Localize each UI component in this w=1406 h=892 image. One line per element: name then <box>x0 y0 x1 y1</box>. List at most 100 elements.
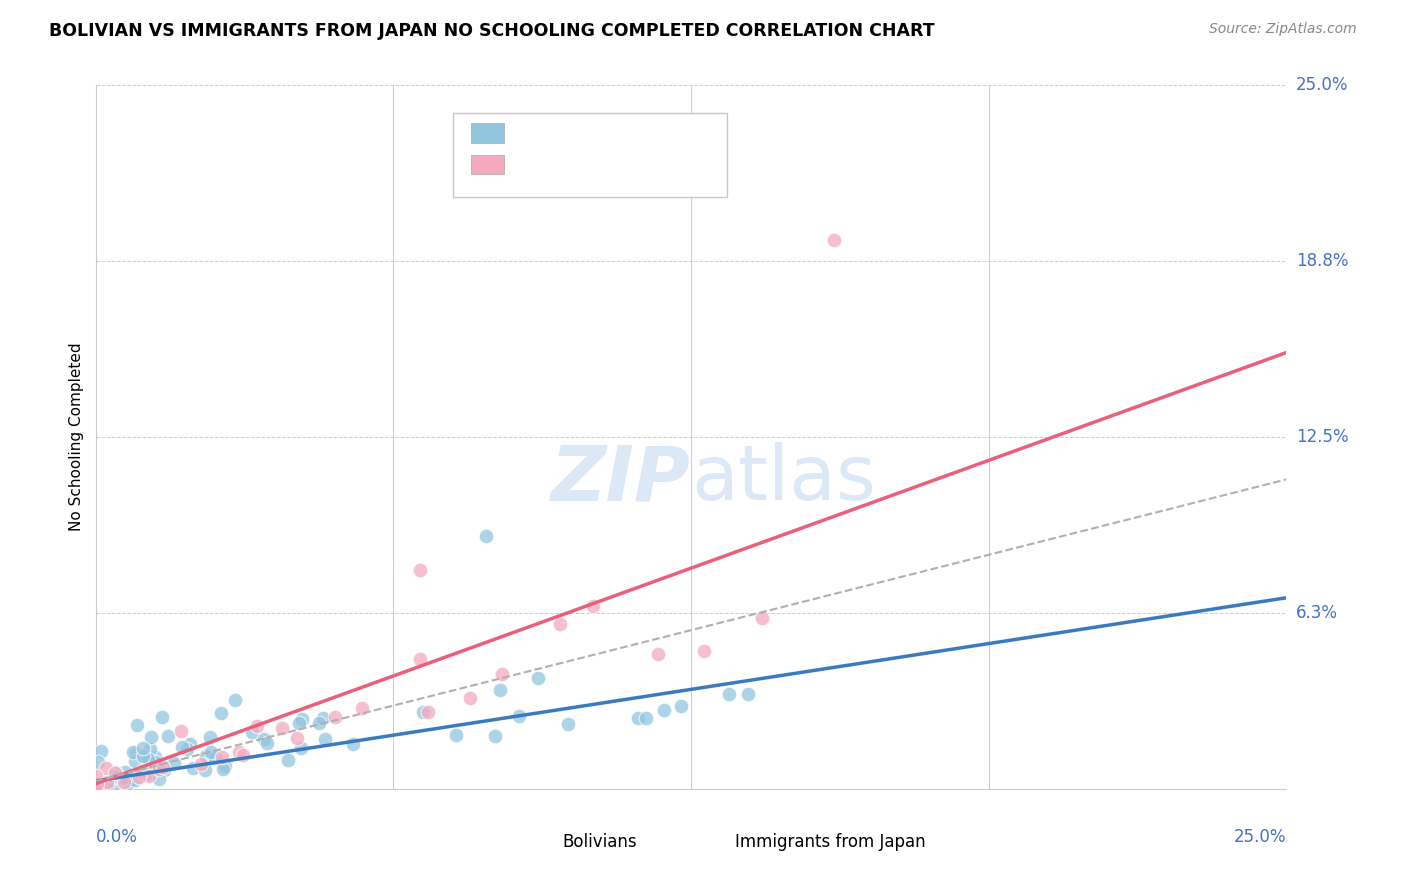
Point <box>122 745 145 759</box>
Point <box>141 730 163 744</box>
Point <box>636 710 658 724</box>
Point <box>224 693 246 707</box>
Point <box>287 731 309 746</box>
Point <box>181 761 204 775</box>
Point <box>87 756 110 770</box>
Point <box>179 737 201 751</box>
Point <box>416 705 439 719</box>
FancyBboxPatch shape <box>453 113 727 197</box>
Point <box>444 728 467 742</box>
Point <box>136 752 159 766</box>
Point <box>342 737 364 751</box>
Point <box>627 711 650 725</box>
Point <box>86 769 108 783</box>
Point <box>136 766 159 780</box>
Point <box>508 709 530 723</box>
Point <box>228 745 250 759</box>
FancyBboxPatch shape <box>530 834 557 849</box>
Point <box>152 760 174 774</box>
Point <box>737 687 759 701</box>
Point <box>163 756 186 771</box>
Point <box>314 732 336 747</box>
Point <box>91 781 114 796</box>
FancyBboxPatch shape <box>471 123 505 144</box>
Point <box>246 719 269 733</box>
Point <box>582 599 605 613</box>
Point <box>142 761 165 775</box>
Text: 6.3%: 6.3% <box>1296 604 1339 623</box>
Point <box>211 762 233 776</box>
Point <box>143 755 166 769</box>
Point <box>157 729 180 743</box>
Text: R =  0.431: R = 0.431 <box>519 124 614 143</box>
Point <box>211 749 233 764</box>
Text: 12.5%: 12.5% <box>1296 428 1348 446</box>
Point <box>548 616 571 631</box>
Point <box>148 761 170 775</box>
Point <box>692 644 714 658</box>
Point <box>176 742 198 756</box>
Point <box>105 776 128 790</box>
Point <box>823 233 845 247</box>
Point <box>491 666 513 681</box>
Point <box>124 754 146 768</box>
Point <box>290 741 312 756</box>
Point <box>150 710 173 724</box>
Text: BOLIVIAN VS IMMIGRANTS FROM JAPAN NO SCHOOLING COMPLETED CORRELATION CHART: BOLIVIAN VS IMMIGRANTS FROM JAPAN NO SCH… <box>49 22 935 40</box>
Point <box>193 763 215 777</box>
Text: 25.0%: 25.0% <box>1296 76 1348 94</box>
Point <box>256 735 278 749</box>
Text: R =  0.645: R = 0.645 <box>519 155 614 173</box>
Text: Bolivians: Bolivians <box>562 832 637 851</box>
Text: atlas: atlas <box>692 442 876 516</box>
Point <box>277 753 299 767</box>
Point <box>253 731 276 746</box>
Text: Source: ZipAtlas.com: Source: ZipAtlas.com <box>1209 22 1357 37</box>
Text: 18.8%: 18.8% <box>1296 252 1348 270</box>
Point <box>647 647 669 661</box>
Point <box>458 691 481 706</box>
Point <box>125 718 148 732</box>
Point <box>138 742 160 756</box>
Point <box>287 715 309 730</box>
Point <box>89 780 111 795</box>
Point <box>124 772 146 787</box>
Point <box>111 771 134 785</box>
Point <box>271 721 294 735</box>
Point <box>112 772 135 786</box>
Point <box>152 764 174 778</box>
Point <box>90 744 112 758</box>
Point <box>97 777 120 791</box>
Text: 25.0%: 25.0% <box>1234 828 1286 847</box>
Point <box>96 774 118 789</box>
Point <box>232 747 254 762</box>
Point <box>148 762 170 776</box>
Text: N = 32: N = 32 <box>636 155 703 173</box>
Point <box>101 768 124 782</box>
Point <box>214 759 236 773</box>
Point <box>291 712 314 726</box>
Point <box>489 682 512 697</box>
Point <box>654 703 676 717</box>
Point <box>117 776 139 790</box>
Point <box>131 764 153 778</box>
Point <box>209 706 232 721</box>
Point <box>86 776 108 790</box>
Point <box>240 724 263 739</box>
Point <box>408 652 430 666</box>
FancyBboxPatch shape <box>471 154 505 174</box>
Point <box>190 756 212 771</box>
Point <box>143 750 166 764</box>
Point <box>484 730 506 744</box>
Point <box>669 698 692 713</box>
Point <box>200 745 222 759</box>
Point <box>408 563 430 577</box>
FancyBboxPatch shape <box>703 834 730 849</box>
Point <box>104 765 127 780</box>
Text: ZIP: ZIP <box>551 442 692 516</box>
Point <box>91 780 114 795</box>
Point <box>751 611 773 625</box>
Point <box>323 710 346 724</box>
Point <box>308 716 330 731</box>
Point <box>104 764 127 779</box>
